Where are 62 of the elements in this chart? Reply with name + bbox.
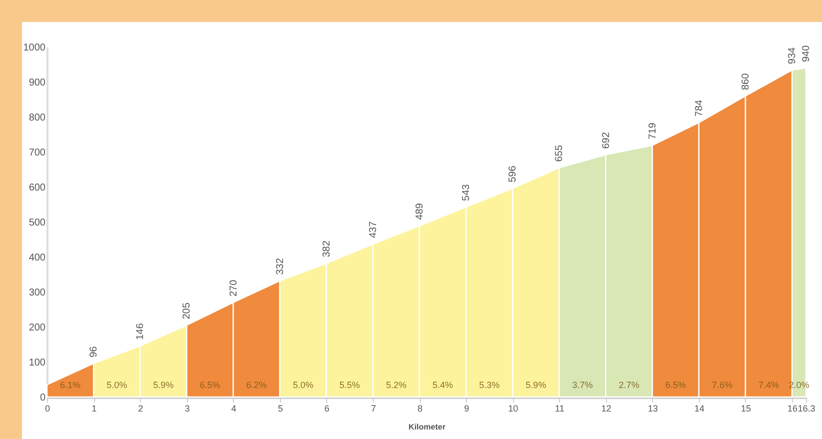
annotation: 7.6%: [712, 380, 732, 390]
annotation: 3.7%: [572, 380, 593, 390]
annotation: 5.9%: [153, 380, 174, 390]
x-tick-label: 13: [648, 404, 658, 414]
y-tick-label: 100: [28, 358, 46, 368]
annotation: 5.5%: [339, 380, 360, 390]
annotation: 2.7%: [618, 380, 640, 390]
data-label: 332: [274, 258, 286, 275]
y-tick-label: 400: [28, 252, 46, 264]
x-tick-label: 6: [324, 404, 330, 414]
x-tick-label: 11: [555, 404, 564, 414]
data-label: 655: [554, 144, 566, 162]
data-label: 719: [647, 122, 658, 140]
data-label: 382: [321, 240, 332, 258]
x-tick-label: 10: [508, 404, 518, 414]
x-tick-label: 9: [464, 404, 470, 414]
annotation: 6.2%: [246, 380, 267, 390]
x-tick-label: 4: [231, 404, 236, 414]
y-tick-label: 1000: [23, 42, 46, 54]
data-label: 96: [88, 346, 100, 358]
x-tick-label: 3: [184, 404, 190, 414]
x-tick-label: 2: [138, 404, 144, 414]
x-tick-label: 7: [370, 404, 376, 414]
data-label: 784: [694, 99, 705, 117]
x-tick-label: 1: [92, 404, 97, 414]
x-tick-label: 8: [418, 404, 423, 414]
y-tick-label: 700: [28, 148, 46, 158]
data-label: 205: [182, 302, 193, 320]
y-tick-label: 600: [28, 182, 46, 194]
data-label: 489: [414, 202, 426, 220]
data-label: 146: [135, 322, 146, 340]
data-label: 270: [228, 279, 240, 296]
y-tick-label: 800: [28, 112, 46, 124]
annotation: 6.5%: [200, 380, 220, 390]
data-label: 543: [461, 184, 472, 201]
x-tick-label: 16: [788, 404, 798, 414]
x-tick-label: 15: [740, 404, 751, 414]
annotation: 5.0%: [292, 380, 314, 390]
y-tick-label: 500: [28, 218, 46, 228]
data-label: 860: [740, 72, 752, 90]
annotation: 7.4%: [758, 380, 780, 390]
annotation: 5.9%: [526, 380, 546, 390]
y-tick-label: 900: [28, 78, 46, 88]
data-label: 596: [508, 165, 519, 182]
y-tick-label: 200: [28, 322, 46, 334]
y-tick-label: 300: [28, 288, 46, 298]
x-tick-label: 5: [278, 404, 283, 414]
annotation: 5.0%: [106, 380, 128, 390]
annotation: 6.1%: [60, 380, 81, 390]
data-label: 934: [787, 46, 798, 64]
annotation: 6.5%: [665, 380, 686, 390]
annotation: 5.3%: [479, 380, 500, 390]
y-tick-label: 0: [40, 392, 46, 404]
data-label: 437: [368, 220, 379, 238]
data-label: 692: [600, 132, 612, 149]
annotation: 5.2%: [386, 380, 406, 390]
data-label: 940: [801, 44, 812, 62]
x-tick-label: 16.3: [798, 404, 816, 414]
x-axis-title: Kilometer: [408, 422, 446, 432]
x-tick-label: 14: [694, 404, 704, 414]
x-tick-label: 12: [601, 404, 612, 414]
annotation: 5.4%: [432, 380, 454, 390]
